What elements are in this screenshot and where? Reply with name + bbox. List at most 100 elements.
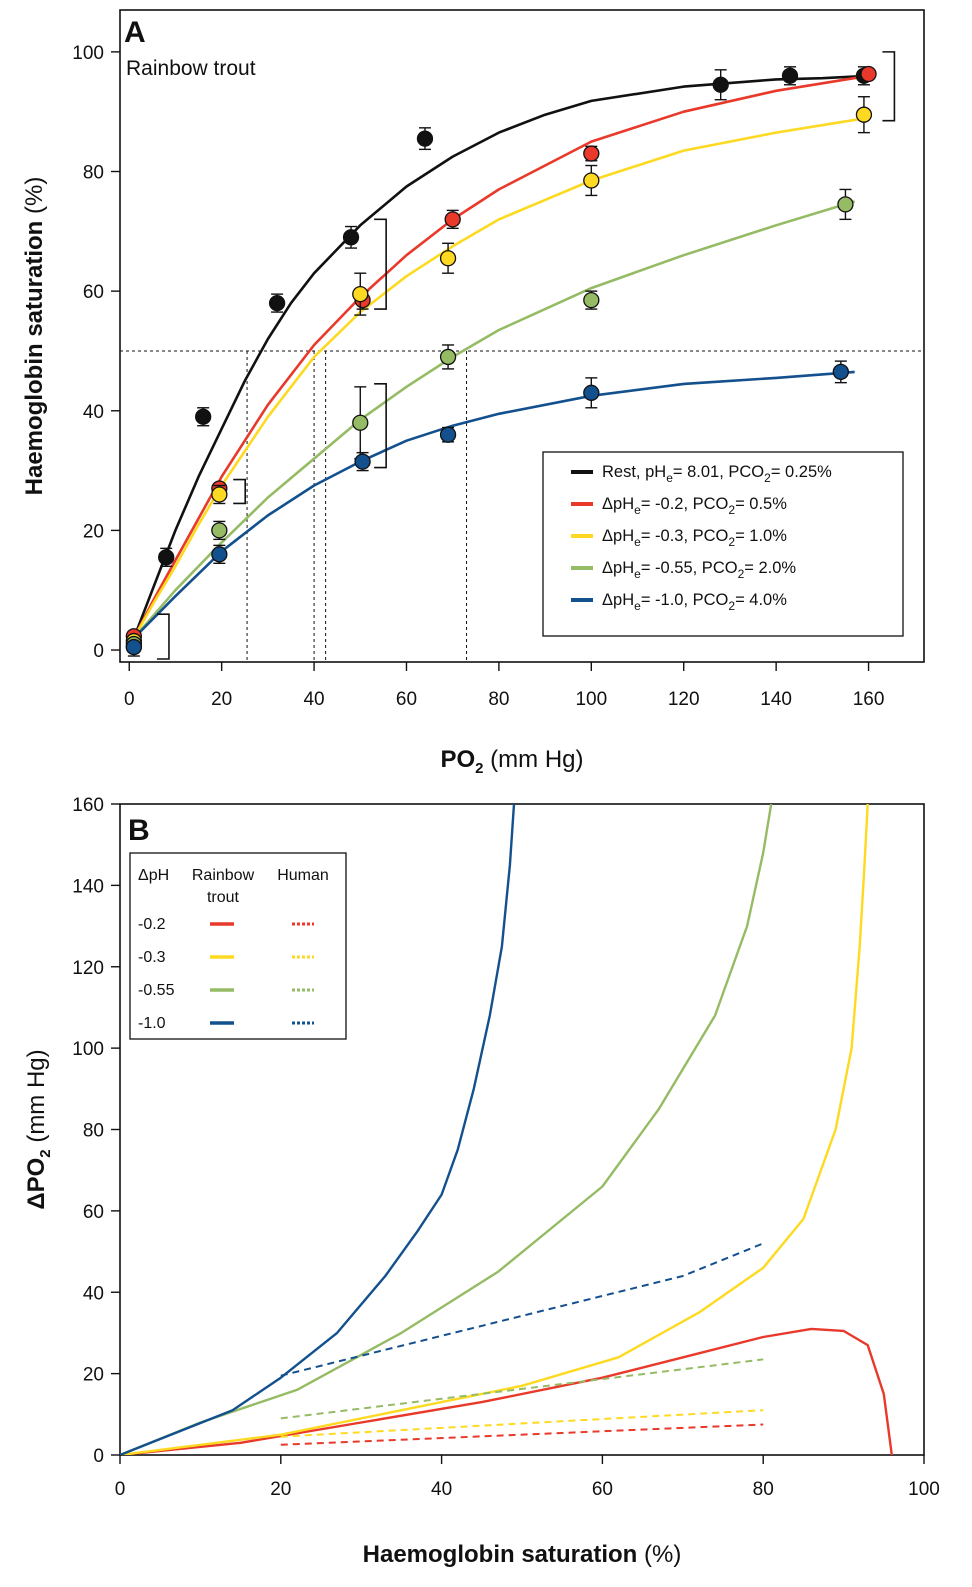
legend-sub: 2 [728,535,735,549]
legend-seg: ΔpH [602,591,634,609]
panel-a: 0 20 40 60 80 100 120 140 160 0 20 40 60 80 100 A Rainbo… [21,9,925,777]
series-trout--1_0 [120,804,516,1455]
y-tick-label: 140 [72,876,104,897]
y-tick-label: 20 [83,521,104,542]
y-tick-label: 0 [93,1446,104,1467]
x-tick-label: 140 [760,689,792,710]
legend-seg: ΔpH [602,527,634,545]
legend-row-label: -0.55 [138,982,175,999]
point-ph03 [352,285,369,303]
legend-sub: 2 [764,471,771,485]
legend-header-trout: Rainbow [192,867,255,884]
legend-seg: = 1.0% [735,527,787,545]
legend-seg: = -0.2, PCO [641,495,729,513]
y-tick-label: 80 [83,1121,104,1142]
point-ph03 [855,106,873,123]
subtitle: Rainbow trout [126,57,256,80]
y-tick-label: 80 [83,163,104,184]
series-trout--0_3 [120,804,869,1455]
legend-seg: = -0.55, PCO [641,559,738,577]
y-tick-label: 160 [72,795,104,816]
legend-label-ph055: ΔpHe= -0.55, PCO2= 2.0% [602,559,796,581]
y-tick-label: 100 [72,1039,104,1060]
point-ph10 [354,453,371,470]
y-tick-label: 20 [83,1365,104,1386]
legend-seg: = 0.25% [771,463,832,481]
legend-sub: e [634,503,641,517]
legend-seg: = 4.0% [735,591,787,609]
point-rest [781,67,799,84]
legend-label-ph03: ΔpHe= -0.3, PCO2= 1.0% [602,527,787,549]
legend-seg: = 0.5% [735,495,787,513]
curves [120,804,893,1455]
y-axis-title-sub: 2 [37,1149,54,1157]
point-rest [712,76,729,93]
curve-ph02 [132,74,869,639]
group-bracket [374,383,387,469]
x-tick-label: 60 [592,1479,613,1500]
plot-frame [119,9,925,663]
y-tick-label: 0 [93,641,104,662]
x-axis-title: PO2 (mm Hg) [440,746,583,777]
group-bracket [882,51,896,122]
legend-seg: ΔpH [602,495,634,513]
legend-row-label: -0.2 [138,916,166,933]
y-axis-title: ΔPO2 (mm Hg) [23,1049,54,1209]
y-tick-label: 60 [83,282,104,303]
legend-sub: 2 [728,599,735,613]
point-rest [268,294,286,312]
point-rest [195,408,212,425]
legend-seg: = 2.0% [744,559,796,577]
legend-header-dph: ΔpH [138,867,169,884]
point-ph03 [211,486,228,503]
y-axis-title-unit: (%) [21,177,48,221]
y-tick-label: 40 [83,1283,104,1304]
point-ph10 [439,426,457,443]
point-ph10 [211,546,228,563]
x-axis-title-unit: (%) [637,1541,681,1568]
point-ph055 [352,414,369,431]
x-tick-label: 80 [753,1479,774,1500]
point-ph055 [837,196,854,213]
series-trout--0_2 [120,1327,893,1455]
legend-seg: ΔpH [602,559,634,577]
point-ph02 [583,145,600,162]
point-rest [342,229,360,246]
point-ph03 [583,172,600,189]
legend-label-ph10: ΔpHe= -1.0, PCO2= 4.0% [602,591,787,613]
curve-rest [132,74,869,639]
x-tick-label: 100 [908,1479,940,1500]
point-ph03 [439,250,457,267]
x-axis-title-sub: 2 [475,760,483,777]
group-bracket [233,478,247,505]
x-tick-label: 20 [270,1479,291,1500]
legend-label-ph02: ΔpHe= -0.2, PCO2= 0.5% [602,495,787,517]
x-tick-label: 40 [303,689,324,710]
group-bracket [374,218,387,310]
legend-row-label: -0.3 [138,949,166,966]
panel-b: 0 20 40 60 80 100 0 20 40 60 80 100 120 140 160 B ΔpH Rai… [23,795,940,1568]
series-human--0_3 [280,1409,764,1438]
series-trout--0_55 [120,804,773,1455]
x-tick-label: 40 [431,1479,452,1500]
x-axis-title-unit: (mm Hg) [484,746,584,773]
point-ph02 [860,65,877,83]
legend: Rest, pHe= 8.01, PCO2= 0.25%ΔpHe= -0.2, … [542,451,904,637]
legend-seg: = -0.3, PCO [641,527,729,545]
x-tick-label: 60 [396,689,417,710]
legend-sub: 2 [738,567,745,581]
x-tick-label: 120 [668,689,700,710]
x-tick-label: 100 [575,689,607,710]
point-ph055 [211,522,228,539]
x-axis-title: Haemoglobin saturation (%) [363,1541,682,1568]
group-bracket [156,613,170,660]
y-axis-title: Haemoglobin saturation (%) [21,177,48,496]
legend-sub: e [666,471,673,485]
legend: ΔpH Rainbow trout Human -0.2 -0.3 -0.55 -1.0 [129,852,347,1040]
x-tick-label: 20 [211,689,232,710]
point-ph10 [832,363,849,381]
legend-box [542,451,904,637]
series-human--1_0 [280,1242,764,1377]
curve-ph055 [132,200,856,639]
